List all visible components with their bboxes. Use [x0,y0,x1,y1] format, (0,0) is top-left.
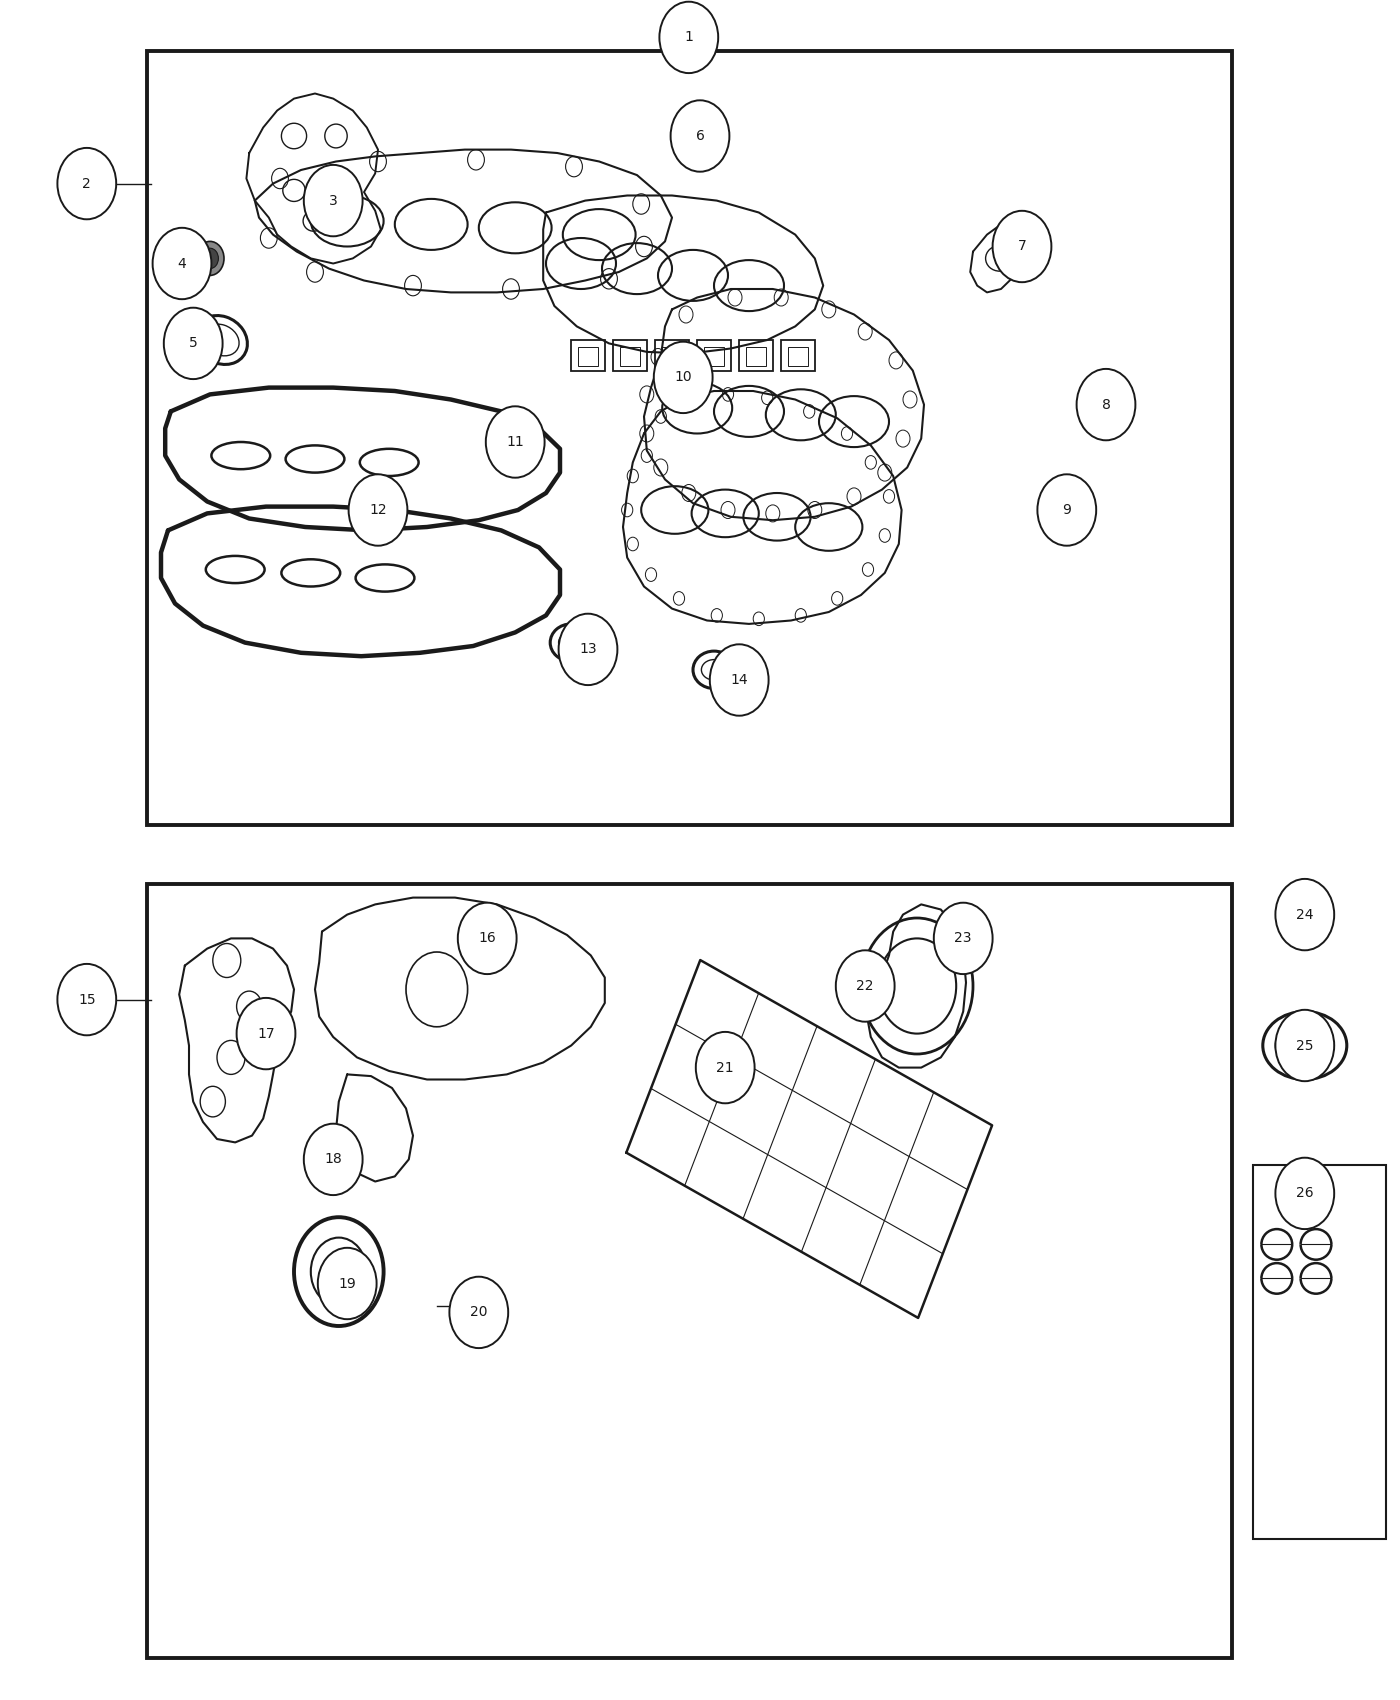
Circle shape [696,1032,755,1103]
Text: 20: 20 [470,1306,487,1319]
Circle shape [710,644,769,716]
Text: 17: 17 [258,1027,274,1040]
Circle shape [454,1292,476,1319]
Circle shape [934,903,993,974]
Text: 19: 19 [339,1277,356,1290]
Text: 4: 4 [178,257,186,270]
Bar [746,347,766,366]
Bar [620,347,640,366]
Circle shape [1077,369,1135,440]
Text: 10: 10 [675,371,692,384]
Circle shape [486,406,545,478]
Text: 1: 1 [685,31,693,44]
Circle shape [654,342,713,413]
Circle shape [304,165,363,236]
Text: 2: 2 [83,177,91,190]
Text: 21: 21 [717,1061,734,1074]
Circle shape [1275,1158,1334,1229]
Text: 24: 24 [1296,908,1313,921]
Text: 5: 5 [189,337,197,350]
Text: 11: 11 [507,435,524,449]
Circle shape [318,1248,377,1319]
Circle shape [1275,1010,1334,1081]
Bar [739,340,773,371]
Text: 3: 3 [329,194,337,207]
Text: 6: 6 [696,129,704,143]
Circle shape [196,241,224,275]
Circle shape [57,964,116,1035]
Text: 22: 22 [857,979,874,993]
Text: 25: 25 [1296,1039,1313,1052]
Bar [697,340,731,371]
Bar [147,884,1232,1658]
Circle shape [1037,474,1096,546]
Bar [147,51,1232,824]
Bar [781,340,815,371]
Text: 14: 14 [731,673,748,687]
Text: 23: 23 [955,932,972,945]
Bar [613,340,647,371]
Circle shape [836,950,895,1022]
Circle shape [659,2,718,73]
Text: 26: 26 [1296,1187,1313,1200]
Circle shape [304,1124,363,1195]
Bar [1253,1164,1386,1538]
Bar [655,340,689,371]
Circle shape [237,998,295,1069]
Bar [578,347,598,366]
Bar [571,340,605,371]
Text: 8: 8 [1102,398,1110,411]
Text: 13: 13 [580,643,596,656]
Circle shape [993,211,1051,282]
Bar [662,347,682,366]
Text: 15: 15 [78,993,95,1006]
Circle shape [671,100,729,172]
Circle shape [202,248,218,269]
Bar [704,347,724,366]
Bar [788,347,808,366]
Text: 18: 18 [325,1153,342,1166]
Text: 12: 12 [370,503,386,517]
Circle shape [164,308,223,379]
Circle shape [449,1277,508,1348]
Circle shape [458,903,517,974]
Circle shape [57,148,116,219]
Circle shape [1275,879,1334,950]
Text: 9: 9 [1063,503,1071,517]
Circle shape [153,228,211,299]
Text: 7: 7 [1018,240,1026,253]
Text: 16: 16 [479,932,496,945]
Circle shape [559,614,617,685]
Circle shape [349,474,407,546]
